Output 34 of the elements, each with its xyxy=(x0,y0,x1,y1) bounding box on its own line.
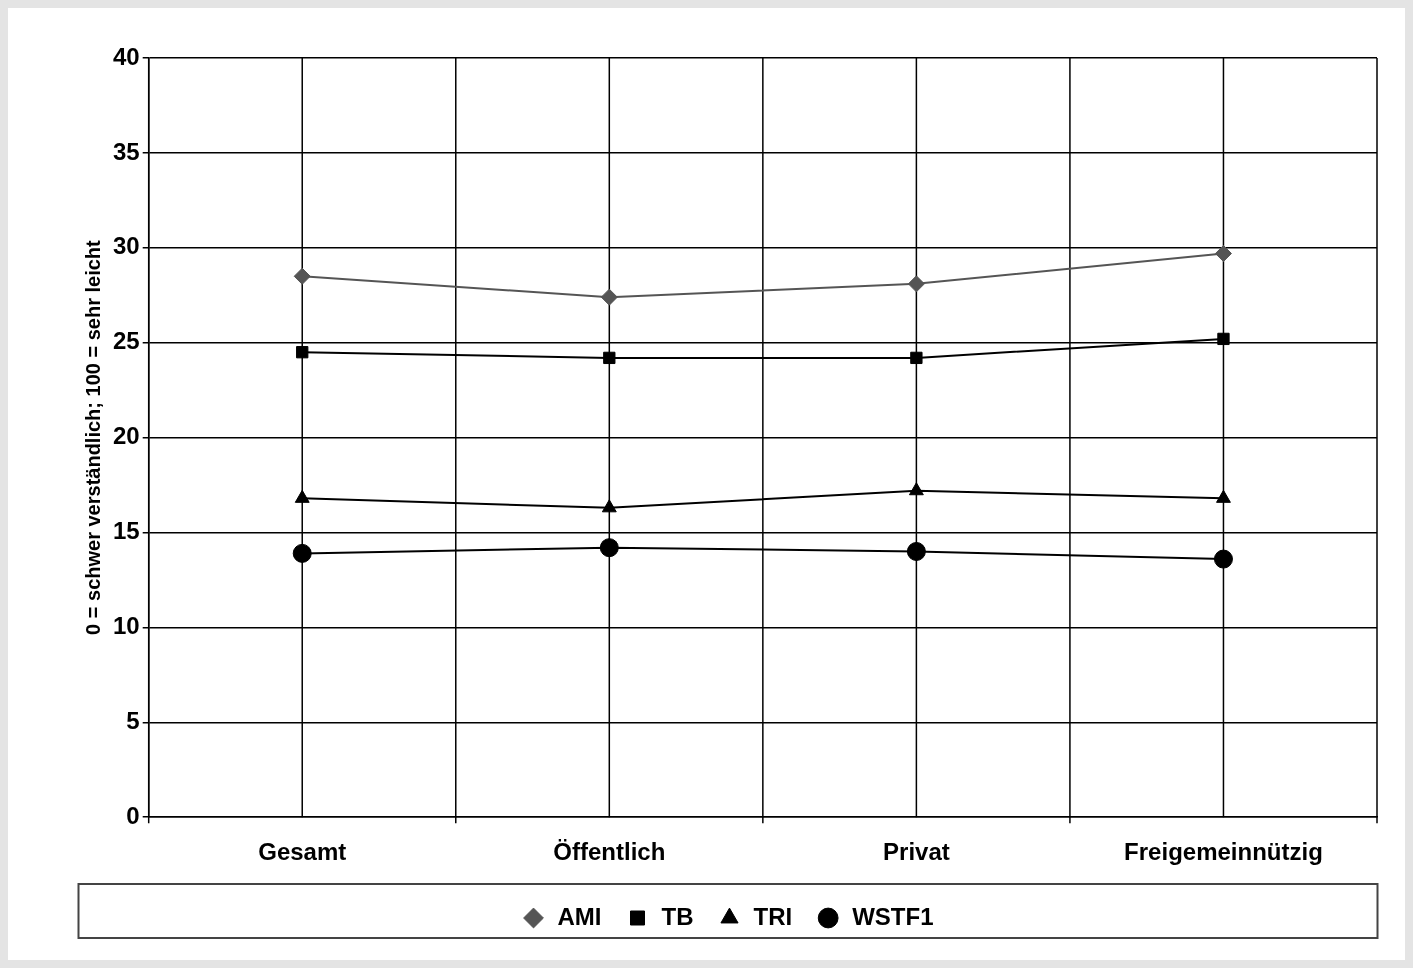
y-tick-label: 20 xyxy=(112,422,140,450)
y-tick-label: 10 xyxy=(112,612,140,640)
x-tick-label: Öffentlich xyxy=(553,838,666,866)
point xyxy=(296,346,309,359)
point xyxy=(294,489,310,503)
point xyxy=(907,275,925,293)
y-tick-label: 15 xyxy=(112,517,140,545)
x-tick-label: Freigemeinnützig xyxy=(1124,838,1323,866)
y-tick-label: 30 xyxy=(112,232,140,260)
point xyxy=(292,543,312,563)
x-tick-label: Privat xyxy=(883,838,950,866)
y-tick-label: 35 xyxy=(112,137,140,165)
point xyxy=(599,538,619,558)
legend-label: AMI xyxy=(557,902,602,930)
point xyxy=(1217,332,1230,346)
point xyxy=(1213,549,1233,569)
point xyxy=(1214,244,1232,262)
point xyxy=(600,288,618,306)
point xyxy=(1216,489,1231,503)
y-axis-title: 0 = schwer verständlich; 100 = sehr leicht xyxy=(81,239,104,635)
point xyxy=(603,351,616,365)
legend-label: TRI xyxy=(753,902,793,930)
x-tick-label: Gesamt xyxy=(258,838,347,866)
point xyxy=(910,351,923,365)
y-tick-label: 25 xyxy=(112,327,140,355)
legend-label: TB xyxy=(661,902,694,930)
y-tick-label: 5 xyxy=(126,706,140,734)
point xyxy=(293,267,311,285)
point xyxy=(906,541,926,561)
y-tick-label: 0 xyxy=(126,801,140,829)
point xyxy=(908,482,924,496)
legend-label: WSTF1 xyxy=(852,902,934,930)
point xyxy=(601,499,617,513)
y-tick-label: 40 xyxy=(112,42,140,70)
